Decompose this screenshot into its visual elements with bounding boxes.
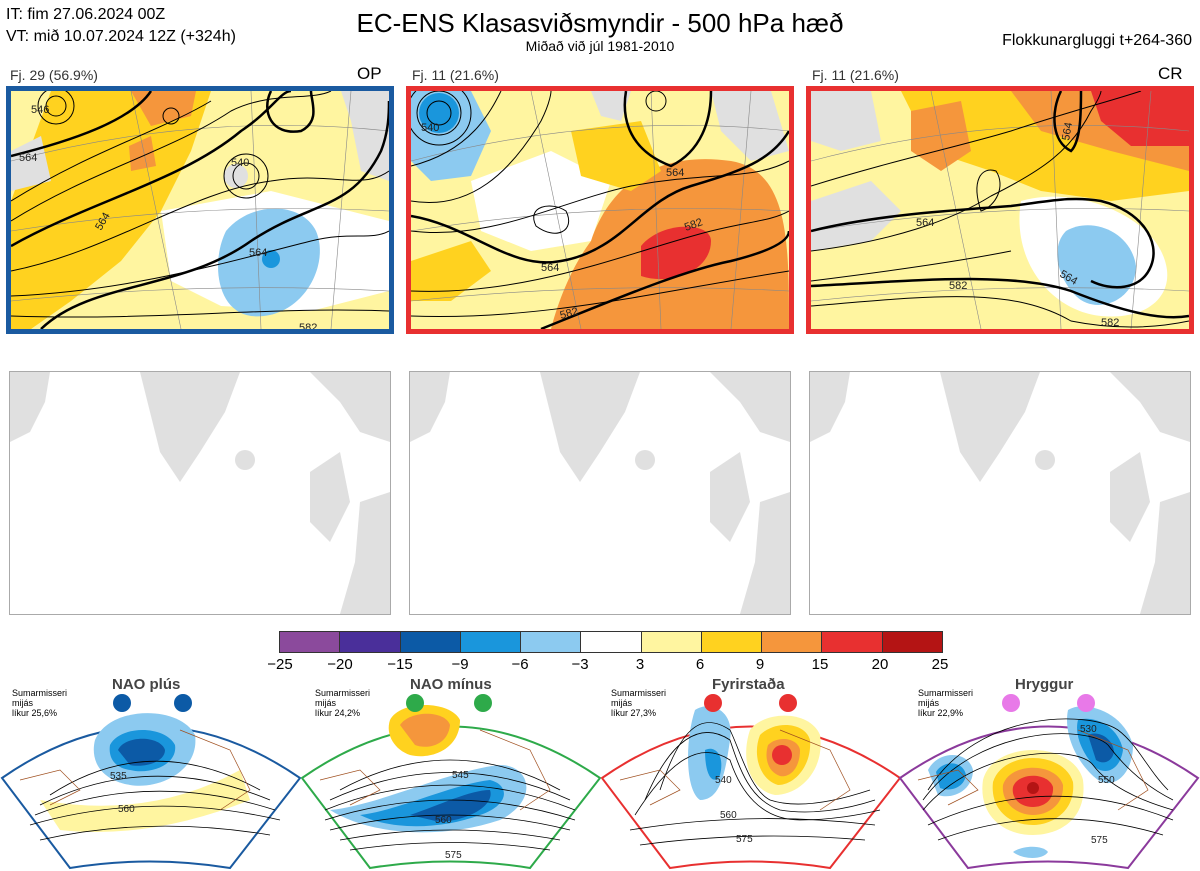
colorbar-tick: −25	[267, 656, 293, 673]
colorbar-swatch	[762, 632, 823, 652]
regime-map-ridge: 530 550 575	[898, 694, 1200, 870]
regime-name: Fyrirstaða	[712, 676, 785, 693]
regime-2-label: 560	[435, 815, 452, 826]
regime-1-label: 560	[118, 804, 135, 815]
regime-1-label: 535	[110, 771, 127, 782]
valid-time: VT: mið 10.07.2024 12Z (+324h)	[6, 28, 236, 45]
colorbar-swatch	[822, 632, 883, 652]
colorbar-swatch	[280, 632, 341, 652]
regime-4-label: 550	[1098, 775, 1115, 786]
panel-1-label: 582	[299, 322, 317, 329]
colorbar-tick: −15	[387, 656, 413, 673]
panel-1-tag: OP	[357, 64, 382, 83]
regime-info: Sumarmisseri mijás líkur 27,3%	[611, 688, 667, 718]
cluster-map-1: 546 564 564 540 564 582	[6, 86, 394, 334]
page-subtitle: Miðað við júl 1981-2010	[525, 38, 675, 54]
panel-3-label: 582	[1101, 317, 1119, 329]
colorbar	[279, 631, 943, 653]
regime-4-label: 575	[1091, 835, 1108, 846]
colorbar-tick: −6	[511, 656, 529, 673]
regime-info: Sumarmisseri mijás líkur 24,2%	[315, 688, 371, 718]
colorbar-swatch	[581, 632, 642, 652]
colorbar-swatch	[460, 632, 522, 652]
classification-window: Flokkunargluggi t+264-360	[1002, 32, 1192, 49]
cluster-map-2: 540 564 582 564 582	[406, 86, 794, 334]
init-time: IT: fim 27.06.2024 00Z	[6, 6, 166, 23]
colorbar-tick: −3	[571, 656, 589, 673]
panel-2-label: 564	[666, 167, 684, 179]
panel-3-label: 564	[1060, 121, 1075, 141]
panel-1-count: Fj. 29 (56.9%)	[10, 67, 98, 83]
regime-3-label: 575	[736, 834, 753, 845]
panel-2-label: 582	[683, 216, 704, 234]
regime-map-blocking: 540 560 575	[600, 694, 902, 870]
empty-map-2	[409, 371, 791, 615]
panel-2-label: 540	[421, 122, 439, 134]
colorbar-tick: 15	[811, 656, 829, 673]
regime-info: Sumarmisseri mijás líkur 25,6%	[12, 688, 68, 718]
panel-2-count: Fj. 11 (21.6%)	[412, 67, 499, 83]
regime-3-label: 560	[720, 810, 737, 821]
regime-info: Sumarmisseri mijás líkur 22,9%	[918, 688, 974, 718]
empty-map-1	[9, 371, 391, 615]
colorbar-swatch	[641, 632, 702, 652]
colorbar-tick: 9	[755, 656, 765, 673]
colorbar-tick: 25	[931, 656, 949, 673]
colorbar-tick: 20	[871, 656, 889, 673]
colorbar-tick: 3	[635, 656, 645, 673]
regime-name: NAO plús	[112, 676, 181, 693]
panel-2-label: 564	[541, 262, 559, 274]
panel-1-label: 540	[231, 157, 249, 169]
colorbar-tick: −9	[451, 656, 469, 673]
colorbar-swatch	[701, 632, 763, 652]
colorbar-swatch	[400, 632, 461, 652]
colorbar-swatch	[882, 632, 942, 652]
regime-2-label: 575	[445, 850, 462, 861]
regime-map-nao-minus: 545 560 575	[300, 694, 602, 870]
colorbar-tick: 6	[695, 656, 705, 673]
colorbar-tick: −20	[327, 656, 353, 673]
panel-1-label: 546	[31, 104, 49, 116]
regime-name: NAO mínus	[410, 676, 492, 693]
regime-2-label: 545	[452, 770, 469, 781]
panel-3-tag: CR	[1158, 64, 1183, 83]
panel-1-label: 564	[19, 152, 37, 164]
regime-4-label: 530	[1080, 724, 1097, 735]
page-title: EC-ENS Klasasviðsmyndir - 500 hPa hæð	[356, 8, 844, 38]
regime-3-label: 540	[715, 775, 732, 786]
colorbar-swatch	[340, 632, 401, 652]
panel-3-label: 564	[916, 217, 934, 229]
cluster-map-3: 564 564 582 582 564	[806, 86, 1194, 334]
regime-name: Hryggur	[1015, 676, 1074, 693]
panel-3-count: Fj. 11 (21.6%)	[812, 67, 899, 83]
panel-1-label: 564	[249, 247, 267, 259]
panel-2-label: 582	[559, 306, 580, 322]
panel-3-label: 582	[949, 280, 967, 292]
colorbar-swatch	[521, 632, 582, 652]
regime-map-nao-plus: 535 560	[0, 694, 302, 870]
empty-map-3	[809, 371, 1191, 615]
